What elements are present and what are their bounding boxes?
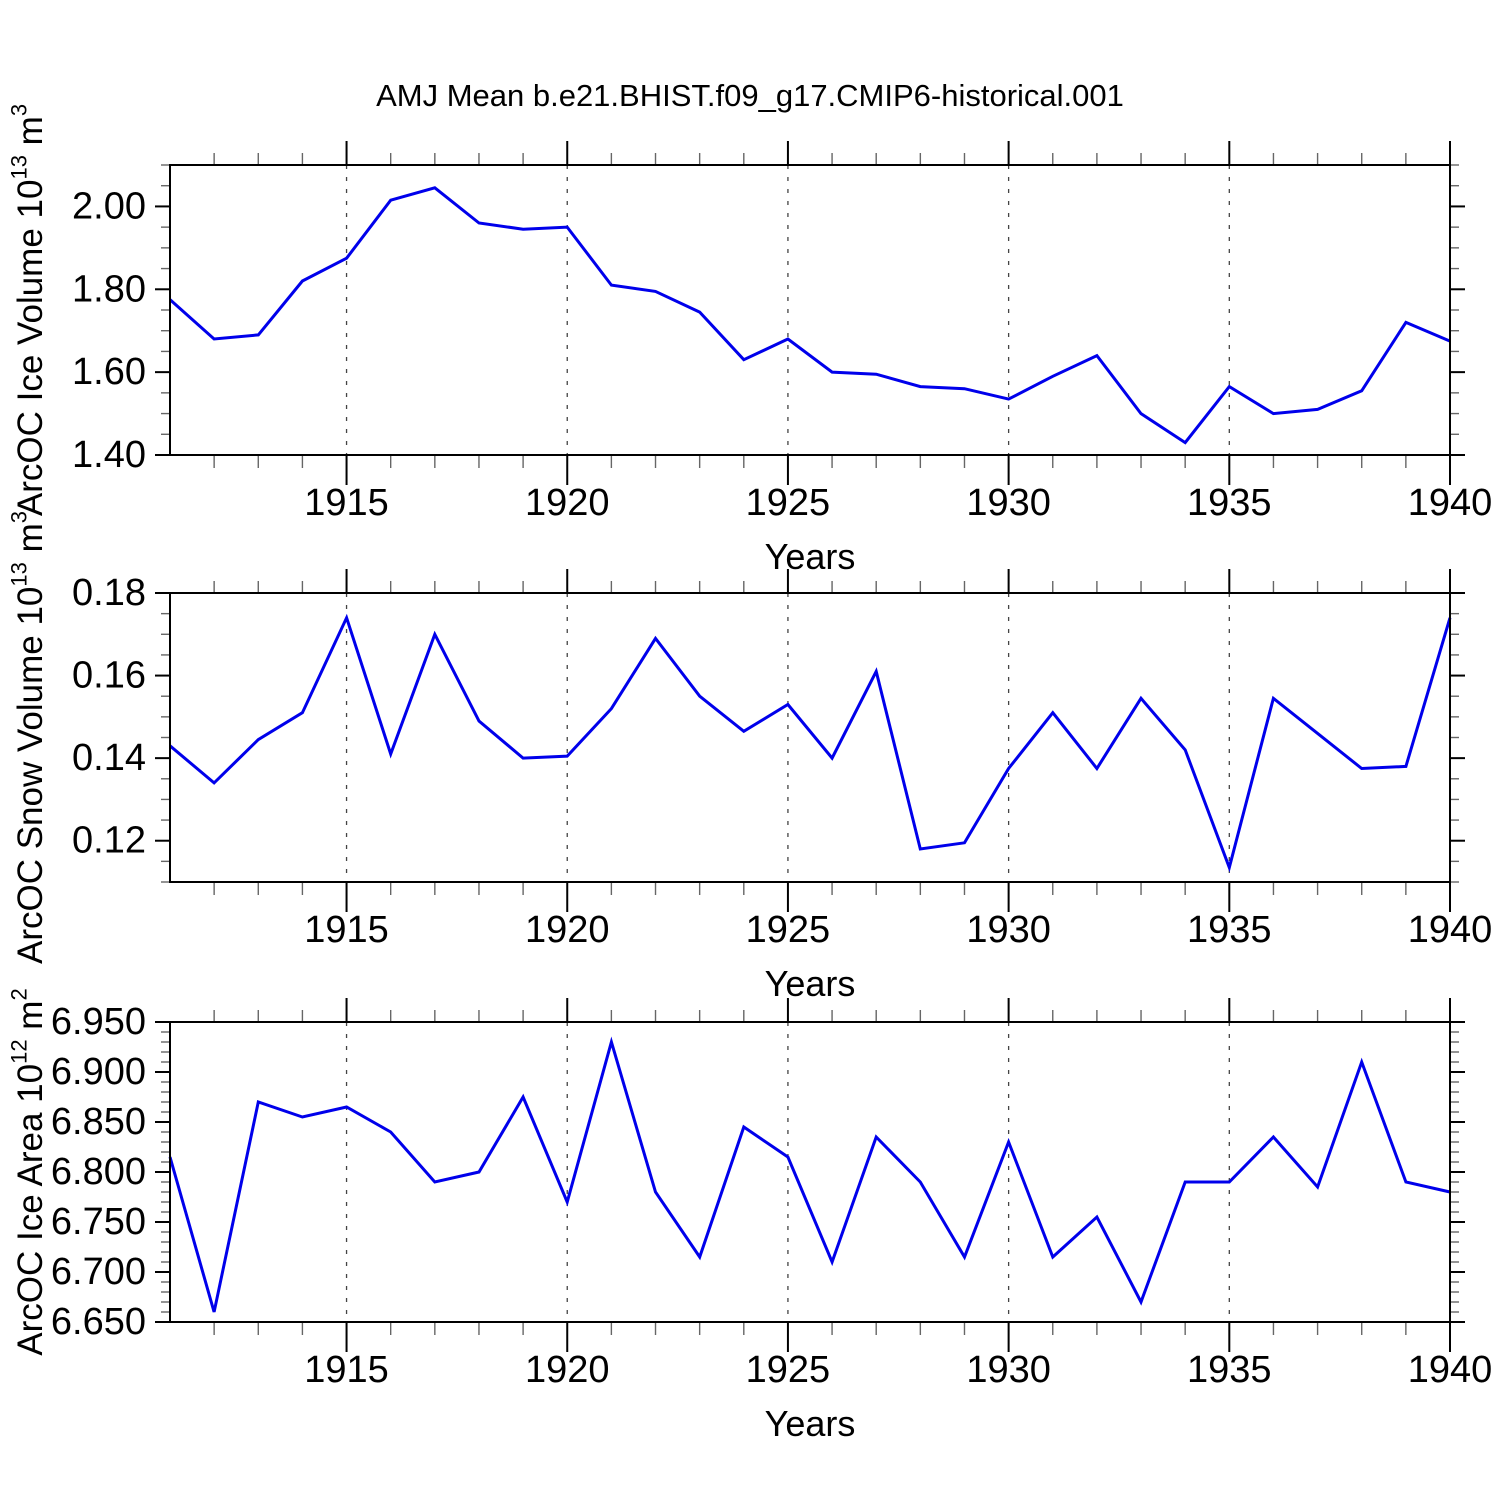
svg-text:1925: 1925 [746,909,831,951]
plot-border [169,592,1451,883]
svg-text:6.750: 6.750 [51,1201,146,1243]
chart-ice-volume: 1.40 1.60 1.80 2.00 1915 1920 1925 1930 1935 1940… [6,104,1492,577]
svg-text:2.00: 2.00 [72,185,146,227]
y-tick-labels: 6.650 6.700 6.750 6.800 6.850 6.900 6.950 [51,1001,146,1343]
svg-text:1930: 1930 [966,482,1051,524]
svg-text:6.900: 6.900 [51,1051,146,1093]
chart-snow-volume: 0.12 0.14 0.16 0.18 1915 1920 1925 1930 1935 1940… [6,511,1492,1004]
svg-text:1.60: 1.60 [72,351,146,393]
chart-title: AMJ Mean b.e21.BHIST.f09_g17.CMIP6-histo… [376,78,1124,113]
plot-border [169,1021,1451,1323]
svg-text:1940: 1940 [1408,1349,1493,1391]
svg-text:0.12: 0.12 [72,820,146,862]
svg-text:0.18: 0.18 [72,572,146,614]
svg-text:1.80: 1.80 [72,268,146,310]
gridlines [345,165,1230,455]
x-tick-labels: 1915 1920 1925 1930 1935 1940 [304,482,1492,524]
gridlines [345,593,1230,882]
ice-area-line [168,1036,1451,1313]
svg-text:1920: 1920 [525,482,610,524]
gridlines [345,1022,1230,1322]
svg-text:1930: 1930 [966,909,1051,951]
svg-text:1915: 1915 [304,482,389,524]
x-axis-title: Years [765,963,856,1004]
axis-ticks [155,141,1465,485]
svg-text:6.850: 6.850 [51,1101,146,1143]
axis-ticks [155,998,1465,1352]
svg-text:1935: 1935 [1187,482,1272,524]
ice-volume-line [169,186,1451,445]
svg-text:1925: 1925 [746,482,831,524]
svg-text:1915: 1915 [304,909,389,951]
svg-text:1925: 1925 [746,1349,831,1391]
y-tick-labels: 1.40 1.60 1.80 2.00 [72,185,146,476]
x-tick-labels: 1915 1920 1925 1930 1935 1940 [304,909,1492,951]
svg-text:1.40: 1.40 [72,434,146,476]
svg-text:1930: 1930 [966,1349,1051,1391]
svg-text:1935: 1935 [1187,1349,1272,1391]
y-axis-title: ArcOC Ice Volume 1013 m3 [6,104,50,516]
svg-text:1940: 1940 [1408,909,1493,951]
y-axis-title: ArcOC Ice Area 1012 m2 [6,988,50,1355]
svg-text:6.650: 6.650 [51,1301,146,1343]
snow-volume-line [169,613,1452,873]
svg-text:1920: 1920 [525,909,610,951]
plot-border [169,164,1451,456]
svg-text:6.950: 6.950 [51,1001,146,1043]
x-axis-title: Years [765,1403,856,1444]
svg-text:1915: 1915 [304,1349,389,1391]
svg-text:1940: 1940 [1408,482,1493,524]
axis-ticks [155,569,1465,912]
y-axis-title: ArcOC Snow Volume 1013 m3 [6,511,50,964]
x-axis-title: Years [765,536,856,577]
x-tick-labels: 1915 1920 1925 1930 1935 1940 [304,1349,1492,1391]
svg-text:1935: 1935 [1187,909,1272,951]
y-tick-labels: 0.12 0.14 0.16 0.18 [72,572,146,862]
svg-text:0.14: 0.14 [72,737,146,779]
svg-text:6.700: 6.700 [51,1251,146,1293]
svg-text:6.800: 6.800 [51,1151,146,1193]
svg-text:1920: 1920 [525,1349,610,1391]
svg-text:0.16: 0.16 [72,655,146,697]
